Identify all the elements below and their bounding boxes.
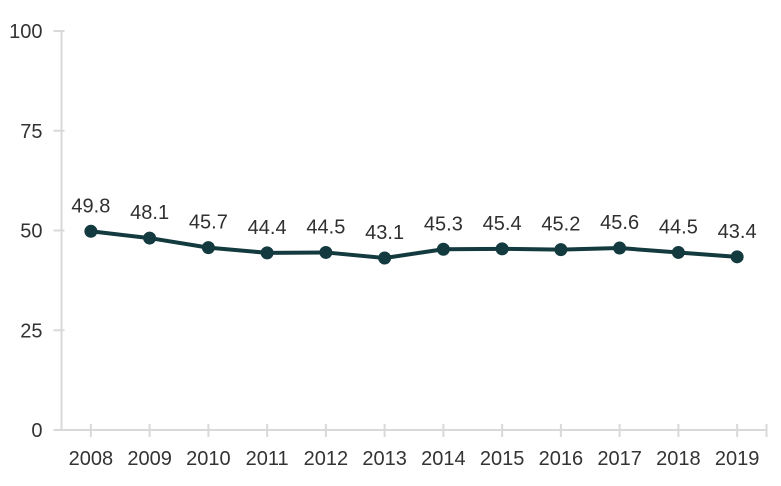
data-point-label: 43.1 (365, 222, 404, 244)
data-series-line (88, 229, 740, 261)
data-point (495, 242, 509, 256)
x-tick-label: 2018 (656, 448, 701, 470)
data-point (554, 243, 568, 257)
data-point-label: 45.4 (483, 213, 522, 235)
data-point-label: 49.8 (71, 195, 110, 217)
data-point (143, 231, 157, 245)
x-tick-label: 2013 (362, 448, 407, 470)
y-tick-label: 100 (9, 21, 42, 43)
x-tick-label: 2008 (69, 448, 114, 470)
x-tick-label: 2014 (421, 448, 466, 470)
x-tick-label: 2015 (480, 448, 525, 470)
y-tick-label: 50 (20, 221, 42, 243)
data-point (613, 241, 627, 255)
x-tick-label: 2017 (597, 448, 642, 470)
data-point-label: 45.7 (189, 212, 228, 234)
x-tick-label: 2012 (304, 448, 349, 470)
data-point (201, 241, 215, 255)
x-tick-label: 2016 (539, 448, 584, 470)
y-tick-label: 75 (20, 121, 42, 143)
data-point (671, 245, 685, 259)
data-point (378, 251, 392, 265)
x-tick-label: 2010 (186, 448, 231, 470)
data-point-label: 45.6 (600, 212, 639, 234)
data-point (84, 224, 98, 238)
data-point-label: 45.2 (541, 214, 580, 236)
x-tick-label: 2011 (246, 448, 289, 470)
y-tick-label: 25 (20, 320, 42, 342)
data-point-label: 44.5 (306, 216, 345, 238)
data-point-label: 45.3 (424, 213, 463, 235)
data-point (260, 246, 274, 260)
x-tick-label: 2019 (715, 448, 760, 470)
data-point-label: 43.4 (718, 221, 757, 243)
data-point (436, 242, 450, 256)
data-point (319, 245, 333, 259)
y-tick-label: 0 (31, 420, 42, 442)
x-tick-label: 2009 (127, 448, 172, 470)
data-point-label: 48.1 (130, 202, 169, 224)
data-point-label: 44.4 (248, 217, 287, 239)
data-point-label: 44.5 (659, 216, 698, 238)
data-point (730, 250, 744, 264)
